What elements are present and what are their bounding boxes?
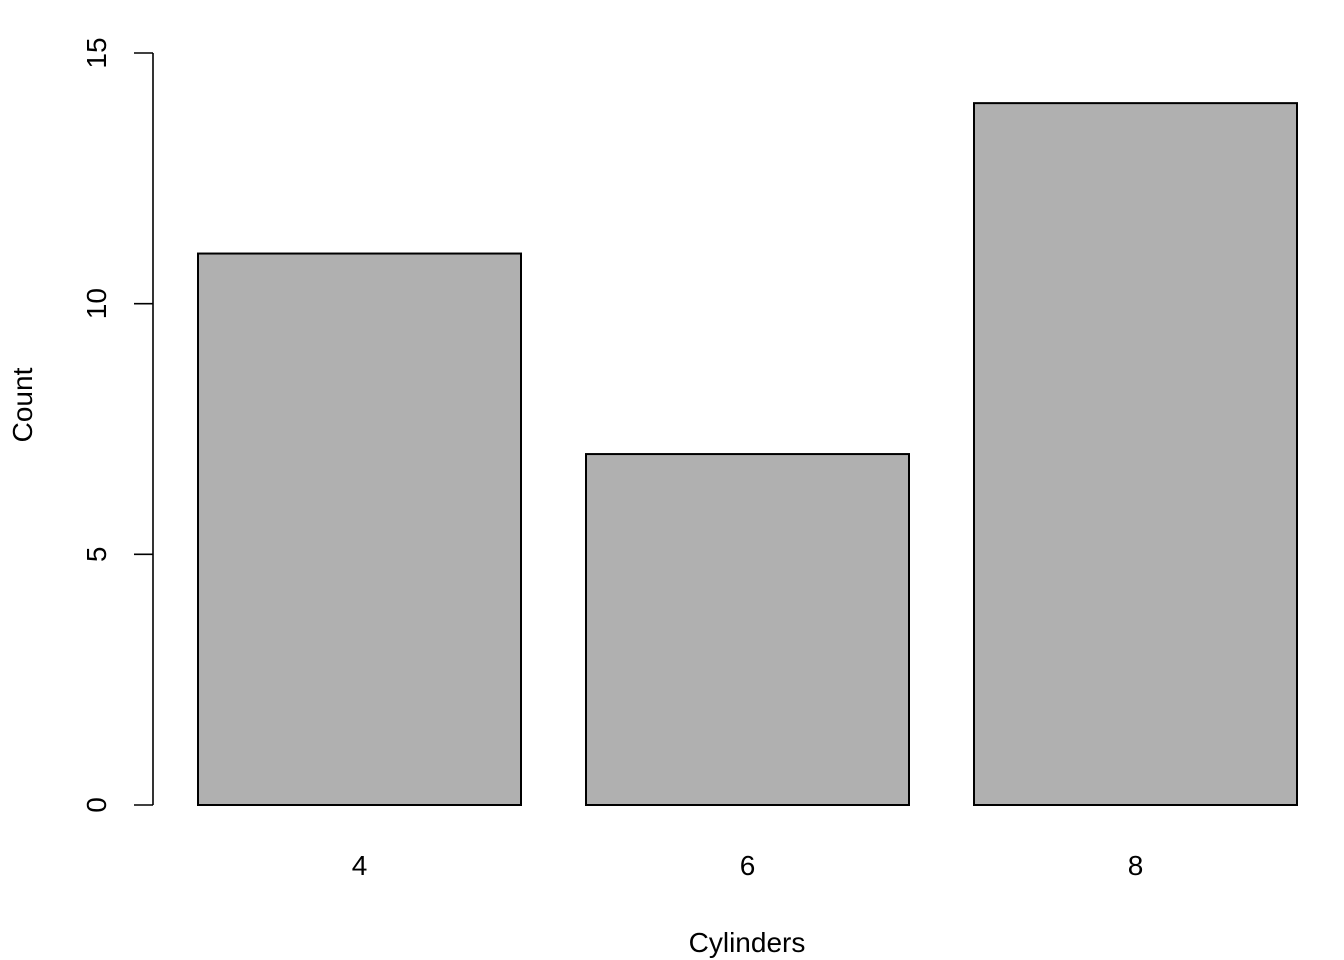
y-tick-label: 0 xyxy=(81,797,112,813)
x-tick-label: 6 xyxy=(740,850,756,881)
bars-group xyxy=(197,102,1298,807)
y-axis: 0 5 10 15 xyxy=(81,37,154,813)
x-tick-label: 8 xyxy=(1128,850,1144,881)
y-tick-label: 10 xyxy=(81,288,112,319)
x-axis-title: Cylinders xyxy=(689,927,806,958)
y-tick-label: 15 xyxy=(81,37,112,68)
bar xyxy=(197,252,522,807)
bar xyxy=(973,102,1298,806)
bar xyxy=(585,453,910,806)
y-axis-title: Count xyxy=(7,367,38,442)
y-tick-label: 5 xyxy=(81,547,112,563)
x-tick-label: 4 xyxy=(352,850,368,881)
x-tick-labels: 4 6 8 xyxy=(352,850,1144,881)
